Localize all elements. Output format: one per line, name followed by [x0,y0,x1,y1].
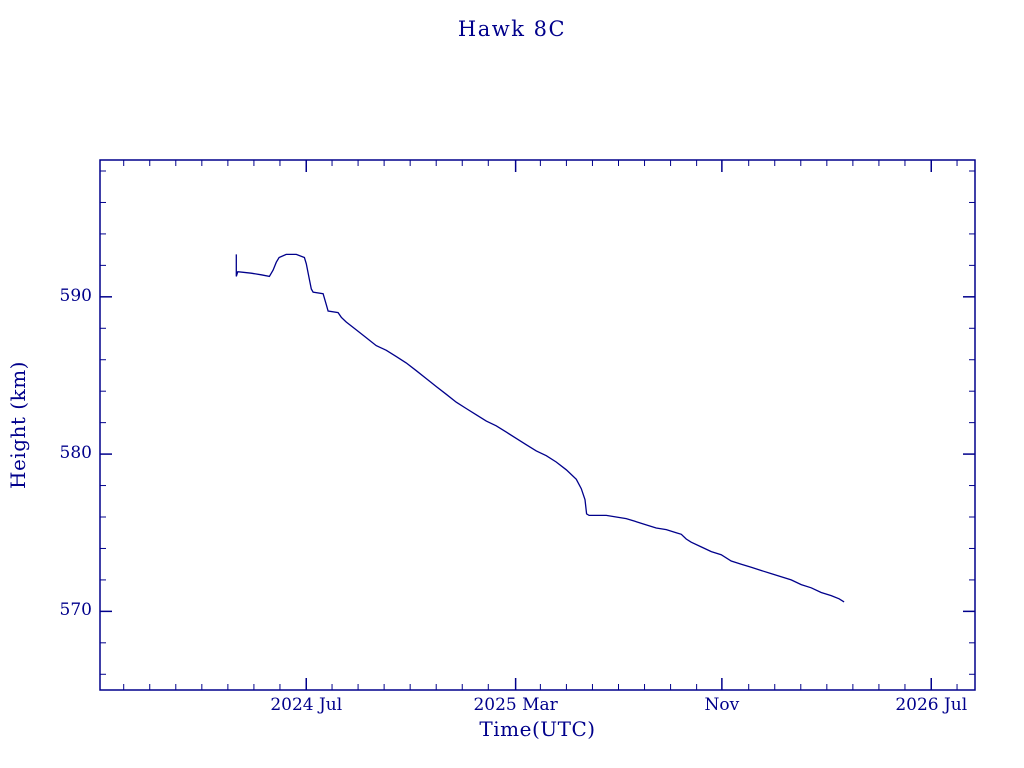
chart-title: Hawk 8C [457,17,567,41]
x-tick-label-3: 2026 Jul [895,695,968,715]
y-tick-label-1: 580 [59,443,92,464]
y-tick-label-0: 570 [59,600,92,621]
plot-frame [99,159,976,691]
height-decay-line [235,253,845,603]
x-tick-label-2: Nov [704,695,740,715]
x-tick-label-1: 2025 Mar [473,695,558,715]
y-tick-label-2: 590 [59,285,92,306]
x-tick-label-0: 2024 Jul [270,695,343,715]
x-axis-title: Time(UTC) [479,717,596,741]
y-axis-title: Height (km) [6,361,30,489]
